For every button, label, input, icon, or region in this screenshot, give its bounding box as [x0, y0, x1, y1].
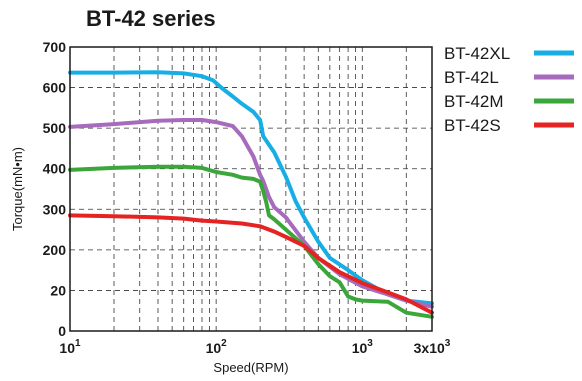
legend-item-bt-42l: BT-42L: [444, 68, 574, 87]
x-tick-label: 102: [206, 338, 228, 356]
y-tick-label: 300: [43, 201, 67, 217]
legend-label: BT-42L: [444, 68, 499, 87]
series-line-bt-42m: [68, 164, 434, 319]
series-lines: [68, 70, 434, 319]
y-tick-label: 200: [43, 242, 67, 258]
chart-title: BT-42 series: [86, 6, 216, 31]
y-tick-label: 700: [43, 39, 67, 55]
series-line-bt-42l: [68, 118, 434, 309]
y-tick-label: 400: [43, 161, 67, 177]
legend-item-bt-42xl: BT-42XL: [444, 44, 574, 63]
x-tick-label: 103: [352, 338, 374, 356]
y-tick-label: 600: [43, 80, 67, 96]
legend-item-bt-42m: BT-42M: [444, 92, 574, 111]
y-tick-labels: 0 20 200 300 400 500 600 700: [43, 39, 67, 339]
x-tick-label: 101: [59, 338, 81, 356]
y-tick-label: 20: [50, 282, 66, 298]
x-axis-label: Speed(RPM): [213, 360, 288, 375]
legend-label: BT-42S: [444, 116, 501, 135]
y-axis-label: Torque(mN•m): [10, 147, 25, 231]
series-line-bt-42s: [68, 213, 434, 315]
legend-label: BT-42M: [444, 92, 504, 111]
x-tick-label: 3x103: [414, 338, 451, 356]
legend: BT-42XL BT-42L BT-42M BT-42S: [444, 44, 574, 135]
series-line-bt-42xl: [68, 70, 434, 306]
y-tick-label: 500: [43, 120, 67, 136]
legend-label: BT-42XL: [444, 44, 510, 63]
plot-frame: [69, 46, 433, 332]
x-tick-labels: 101 102 103 3x103: [59, 338, 450, 356]
y-tick-label: 0: [58, 323, 66, 339]
legend-item-bt-42s: BT-42S: [444, 116, 574, 135]
